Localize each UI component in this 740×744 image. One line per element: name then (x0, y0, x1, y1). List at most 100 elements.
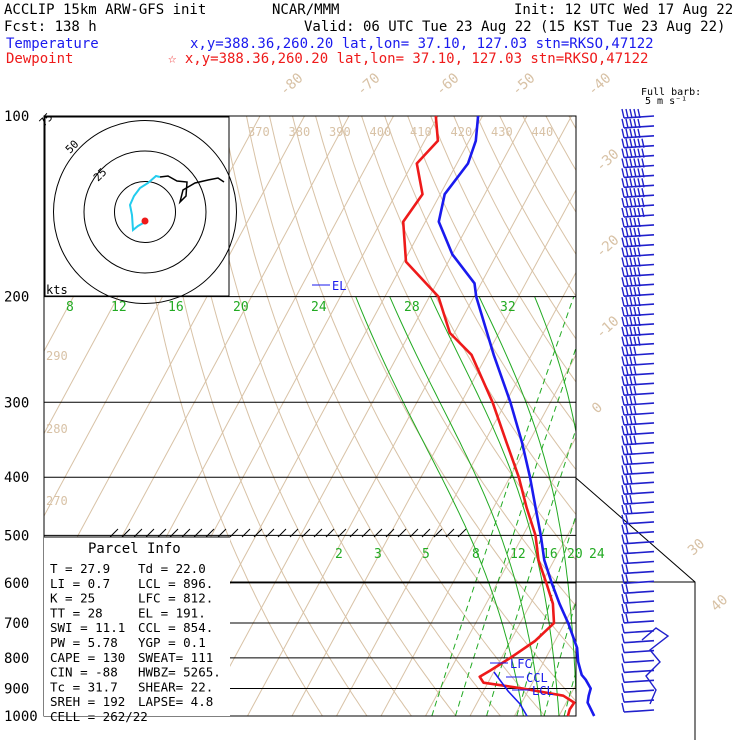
wind-barb (622, 337, 654, 346)
wind-barb-flag (626, 347, 628, 356)
wind-barb (622, 178, 654, 187)
wind-barb (622, 376, 654, 385)
parcel-field: K = 25 (50, 591, 95, 606)
isobar-label: 300 (4, 395, 29, 411)
wind-barb (622, 475, 654, 484)
parcel-field: SHEAR= 22. (138, 679, 213, 694)
isotherm-line (203, 116, 527, 716)
wind-barb-flag (622, 663, 624, 672)
wind-barb-flag (622, 654, 624, 663)
theta-label: 280 (46, 422, 68, 436)
temperature-curve (439, 116, 594, 716)
wind-barb (622, 198, 654, 207)
parcel-field: SWEAT= 111 (138, 650, 213, 665)
wind-barb-flag (622, 297, 624, 306)
header-valid: Valid: 06 UTC Tue 23 Aug 22 (15 KST Tue … (304, 19, 725, 35)
wind-barb (622, 703, 654, 712)
dry-adiabat-line (431, 116, 740, 716)
wind-barb-flag (626, 267, 628, 276)
wind-barb-flag (626, 228, 628, 237)
wind-barb-flag (626, 465, 628, 474)
isobar-label: 600 (4, 576, 29, 592)
wind-barb-flag (630, 277, 632, 286)
parcel-field: CELL = 262/22 (50, 709, 148, 724)
wind-barb-flag (630, 436, 632, 445)
wind-barb-flag (626, 168, 628, 177)
wind-barb (622, 218, 654, 227)
parcel-field: T = 27.9 (50, 561, 110, 576)
theta-label: 400 (370, 125, 392, 139)
wind-barb (622, 238, 654, 247)
wind-barb (622, 258, 654, 267)
wind-barb (622, 228, 654, 237)
wind-barb-flag (630, 129, 632, 138)
wind-barb-flag (626, 545, 628, 554)
wind-barb-flag (630, 485, 632, 494)
wind-barb (622, 614, 654, 623)
theta-label: 420 (451, 125, 473, 139)
dry-adiabat-line (638, 116, 740, 716)
wind-barb-flag (622, 465, 624, 474)
wind-barb-flag (630, 357, 632, 366)
wind-barb-flag (630, 238, 632, 247)
wind-barb (622, 525, 654, 534)
wind-barb (622, 456, 654, 465)
wind-barb (622, 327, 654, 336)
wind-barb (622, 297, 654, 306)
wind-barb (622, 624, 654, 633)
wind-barb-flag (626, 277, 628, 286)
wind-barb-flag (622, 555, 624, 564)
isotherm-label: -50 (509, 70, 539, 99)
wind-barb-flag (630, 258, 632, 267)
wind-barb-flag (622, 238, 624, 247)
wind-barb (622, 634, 654, 643)
wind-barb-flag (626, 376, 628, 385)
wind-barb-flag (630, 119, 632, 128)
isobar-label: 500 (4, 528, 29, 544)
wind-barb-flag (622, 545, 624, 554)
wind-barb-flag (626, 456, 628, 465)
wind-barb-flag (630, 228, 632, 237)
mixing-ratio-label: 8 (472, 547, 480, 562)
wind-barb-flag (622, 159, 624, 168)
wind-barb-flag (630, 465, 632, 474)
wind-barb-flag (622, 357, 624, 366)
isotherm-label: -20 (593, 232, 623, 261)
header-center: NCAR/MMM (272, 2, 339, 18)
wind-barb-flag (626, 505, 628, 514)
wind-barb-flag (626, 287, 628, 296)
wind-barb-flag (622, 475, 624, 484)
wind-barb-flag (626, 129, 628, 138)
parcel-title: Parcel Info (88, 541, 181, 557)
wind-barb-flag (630, 317, 632, 326)
wind-barb (622, 188, 654, 197)
wind-barb-flag (626, 436, 628, 445)
parcel-field: EL = 191. (138, 605, 206, 620)
dry-adiabat-line (200, 116, 456, 716)
parcel-field: Tc = 31.7 (50, 679, 118, 694)
isotherm-label: 0 (589, 399, 606, 417)
wind-barb-flag (622, 594, 624, 603)
wind-barb-flag (622, 347, 624, 356)
wind-barb-flag (630, 446, 632, 455)
dry-adiabat-line (385, 116, 740, 716)
wind-barb-flag (622, 109, 624, 118)
mixing-ratio-line (580, 297, 698, 716)
header-init: Init: 12 UTC Wed 17 Aug 22 (514, 2, 733, 18)
wind-barb-flag (630, 208, 632, 217)
mixing-ratio-label: 12 (510, 547, 526, 562)
wind-barb-flag (622, 307, 624, 316)
isotherm-line (292, 116, 616, 716)
wind-barb-flag (622, 564, 624, 573)
wind-barb (622, 485, 654, 494)
wind-barb-flag (622, 129, 624, 138)
wind-barb-flag (626, 139, 628, 148)
wind-barb (622, 109, 654, 118)
wind-barb-flag (630, 307, 632, 316)
wind-barb-flag (626, 604, 628, 613)
wind-barb-flag (630, 406, 632, 415)
wind-barb-flag (626, 357, 628, 366)
theta-label: 370 (248, 125, 270, 139)
